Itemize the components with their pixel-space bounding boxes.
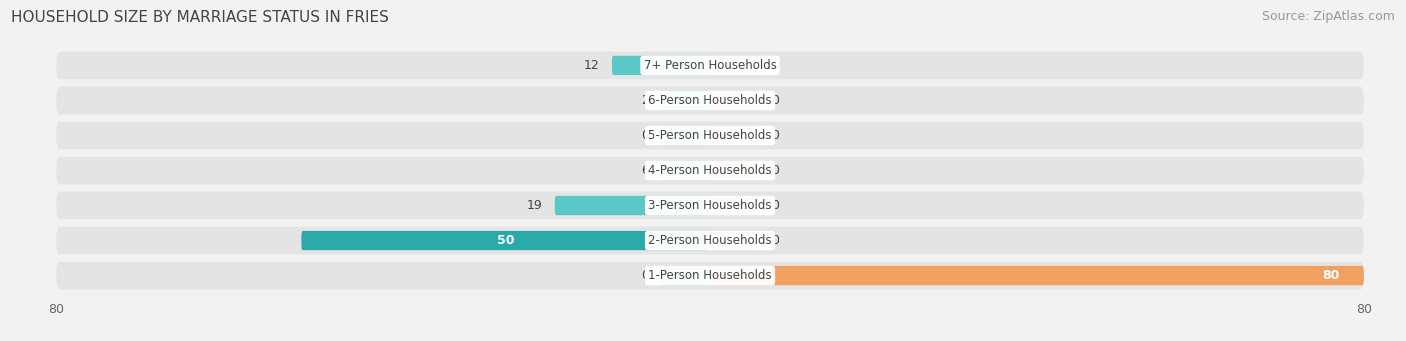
FancyBboxPatch shape <box>661 126 710 145</box>
FancyBboxPatch shape <box>612 56 710 75</box>
Text: 0: 0 <box>641 269 648 282</box>
Text: 0: 0 <box>641 129 648 142</box>
Text: 5-Person Households: 5-Person Households <box>648 129 772 142</box>
FancyBboxPatch shape <box>661 91 710 110</box>
Text: 0: 0 <box>772 234 779 247</box>
FancyBboxPatch shape <box>710 266 1364 285</box>
FancyBboxPatch shape <box>661 266 710 285</box>
Text: 4-Person Households: 4-Person Households <box>648 164 772 177</box>
FancyBboxPatch shape <box>710 196 759 215</box>
Text: 6: 6 <box>641 164 648 177</box>
FancyBboxPatch shape <box>710 161 759 180</box>
Text: Source: ZipAtlas.com: Source: ZipAtlas.com <box>1261 10 1395 23</box>
FancyBboxPatch shape <box>710 126 759 145</box>
FancyBboxPatch shape <box>56 157 1364 184</box>
FancyBboxPatch shape <box>301 231 710 250</box>
Text: 6-Person Households: 6-Person Households <box>648 94 772 107</box>
Text: 2-Person Households: 2-Person Households <box>648 234 772 247</box>
Text: 0: 0 <box>772 164 779 177</box>
Text: HOUSEHOLD SIZE BY MARRIAGE STATUS IN FRIES: HOUSEHOLD SIZE BY MARRIAGE STATUS IN FRI… <box>11 10 389 25</box>
Text: 0: 0 <box>772 59 779 72</box>
Text: 50: 50 <box>496 234 515 247</box>
Text: 80: 80 <box>1322 269 1340 282</box>
FancyBboxPatch shape <box>56 192 1364 219</box>
Text: 0: 0 <box>772 199 779 212</box>
FancyBboxPatch shape <box>710 91 759 110</box>
Text: 12: 12 <box>583 59 600 72</box>
FancyBboxPatch shape <box>661 161 710 180</box>
Text: 3-Person Households: 3-Person Households <box>648 199 772 212</box>
FancyBboxPatch shape <box>56 122 1364 149</box>
FancyBboxPatch shape <box>56 262 1364 290</box>
FancyBboxPatch shape <box>56 51 1364 79</box>
Text: 19: 19 <box>527 199 543 212</box>
FancyBboxPatch shape <box>56 227 1364 254</box>
FancyBboxPatch shape <box>555 196 710 215</box>
FancyBboxPatch shape <box>56 87 1364 114</box>
Text: 1-Person Households: 1-Person Households <box>648 269 772 282</box>
Text: 0: 0 <box>772 129 779 142</box>
Text: 2: 2 <box>641 94 648 107</box>
FancyBboxPatch shape <box>710 231 759 250</box>
Text: 0: 0 <box>772 94 779 107</box>
Text: 7+ Person Households: 7+ Person Households <box>644 59 776 72</box>
FancyBboxPatch shape <box>710 56 759 75</box>
